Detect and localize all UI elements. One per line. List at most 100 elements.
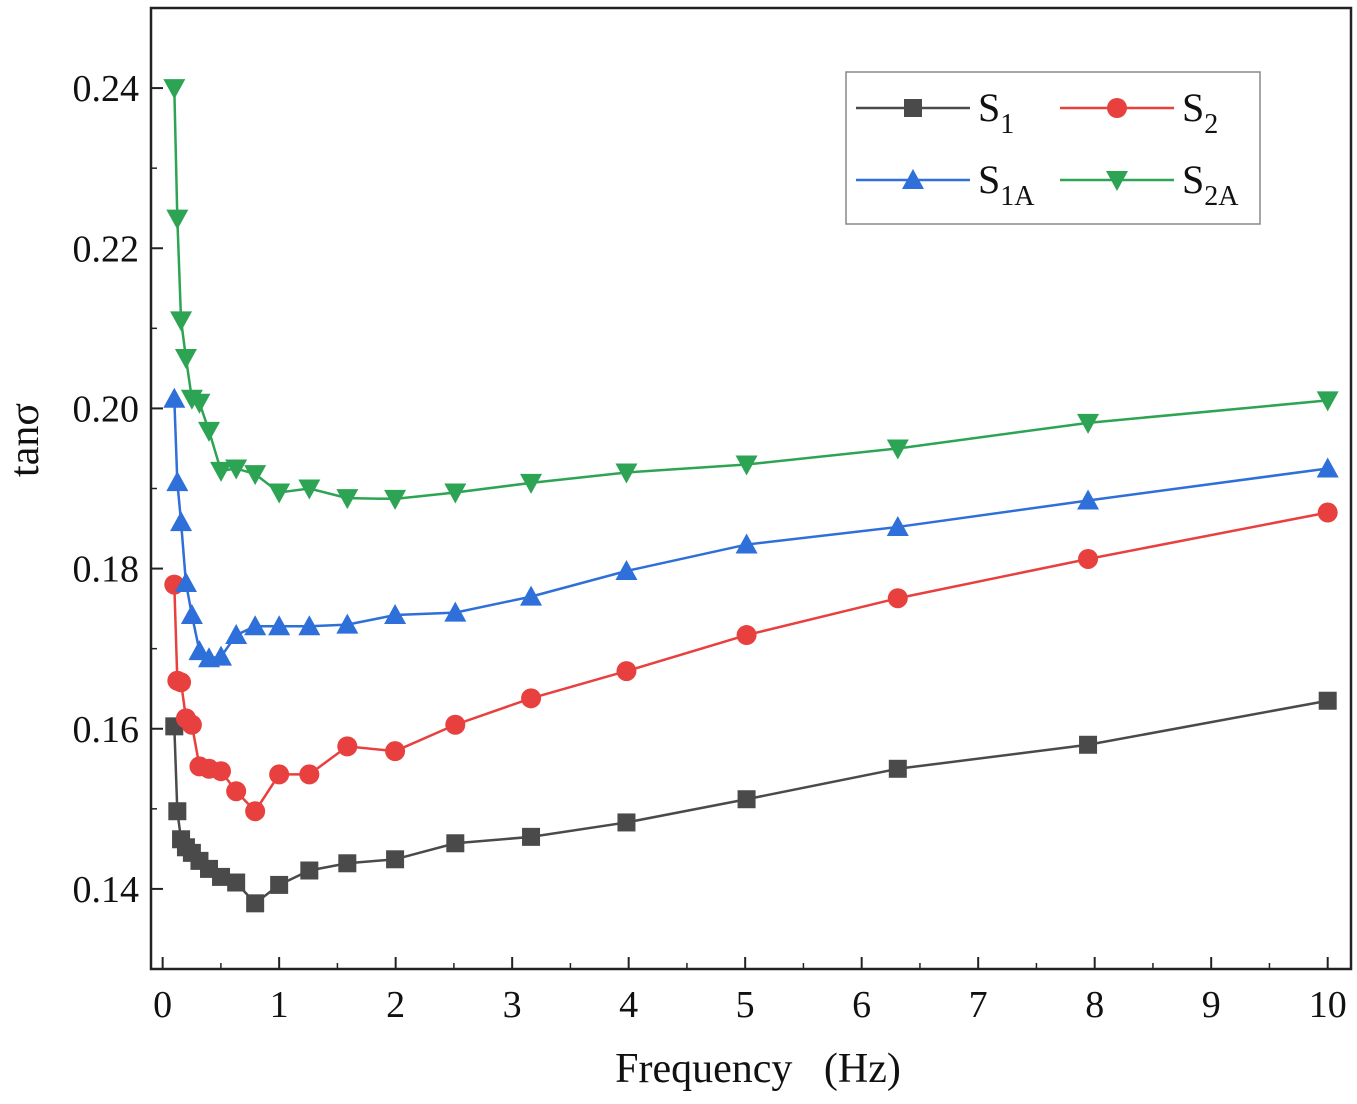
- legend-marker: [1106, 171, 1128, 191]
- y-tick-label: 0.18: [73, 549, 140, 591]
- x-axis: 0 1 2 3 4 5 6 7 8 9 10: [153, 957, 1347, 1026]
- y-axis-title: tanσ: [2, 403, 48, 477]
- series-line-s2: [173, 511, 1328, 814]
- data-point-s2a: [268, 483, 291, 504]
- data-point-s2a: [1077, 413, 1100, 434]
- legend-item-s2a: S2A: [1060, 157, 1239, 212]
- y-tick-label: 0.24: [73, 68, 140, 110]
- data-point-s1a: [384, 604, 407, 625]
- data-point-s2a: [174, 348, 197, 369]
- data-point-s1a: [180, 604, 203, 625]
- series-layer: [163, 79, 1339, 913]
- data-point-s1: [1079, 735, 1098, 754]
- data-point-s1a: [210, 645, 233, 666]
- data-point-s2: [1078, 548, 1099, 569]
- data-point-s1: [737, 790, 756, 809]
- data-point-s1a: [735, 533, 758, 554]
- data-point-s2a: [735, 455, 758, 476]
- data-point-s2: [245, 801, 266, 822]
- data-point-s1a: [886, 515, 909, 536]
- data-point-s1: [212, 867, 231, 886]
- data-point-s2a: [444, 483, 467, 504]
- data-point-s2: [226, 781, 247, 802]
- data-point-s1a: [268, 615, 291, 636]
- data-point-s2a: [166, 209, 189, 230]
- data-point-s2a: [210, 461, 233, 482]
- data-point-s2: [337, 736, 358, 757]
- data-point-s2a: [298, 479, 321, 500]
- data-point-s2a: [886, 439, 909, 460]
- data-point-s2: [736, 625, 757, 646]
- data-point-s1: [300, 861, 319, 880]
- legend-marker: [902, 169, 924, 189]
- data-point-s1: [246, 894, 265, 913]
- data-point-s1a: [336, 613, 359, 634]
- legend-label-main: S: [978, 85, 1000, 130]
- data-point-s1: [168, 802, 187, 821]
- data-point-s2a: [615, 463, 638, 484]
- data-point-s2: [181, 714, 202, 735]
- series-s1: [165, 691, 1337, 913]
- data-point-s2: [887, 588, 908, 609]
- data-point-s2: [269, 764, 290, 785]
- x-tick-label: 7: [969, 984, 988, 1026]
- x-tick-label: 3: [503, 984, 522, 1026]
- data-point-s1a: [163, 387, 186, 408]
- data-point-s2: [521, 688, 542, 709]
- data-point-s1a: [174, 571, 197, 592]
- y-tick-label: 0.22: [73, 228, 140, 270]
- data-point-s2a: [225, 459, 248, 480]
- data-point-s2: [171, 672, 192, 693]
- data-point-s2a: [198, 421, 221, 442]
- data-point-s1a: [170, 511, 193, 532]
- x-axis-title: Frequency (Hz): [615, 1046, 901, 1092]
- data-point-s1: [446, 834, 465, 853]
- data-point-s1a: [520, 585, 543, 606]
- y-axis: 0.14 0.16 0.18 0.20 0.22 0.24: [73, 7, 163, 970]
- data-point-s1a: [615, 559, 638, 580]
- data-point-s1a: [1077, 489, 1100, 510]
- legend-label: S1A: [978, 157, 1035, 212]
- data-point-s1a: [298, 615, 321, 636]
- legend-label: S2: [1182, 85, 1218, 140]
- data-point-s2a: [170, 311, 193, 332]
- data-point-s2: [1317, 502, 1338, 523]
- x-tick-label: 10: [1309, 984, 1347, 1026]
- data-point-s2: [445, 714, 466, 735]
- legend-label: S2A: [1182, 157, 1239, 212]
- data-point-s2: [211, 761, 232, 782]
- x-tick-label: 9: [1202, 984, 1221, 1026]
- data-point-s2a: [244, 465, 267, 486]
- legend-label-main: S: [1182, 157, 1204, 202]
- x-tick-label: 4: [619, 984, 638, 1026]
- legend-label-sub: 1: [1000, 109, 1014, 140]
- series-s2: [164, 502, 1338, 822]
- legend-box: [845, 71, 1261, 225]
- y-tick-label: 0.14: [73, 869, 140, 911]
- x-tick-label: 1: [270, 984, 289, 1026]
- legend-label-sub: 1A: [1000, 181, 1035, 212]
- data-point-s2a: [163, 79, 186, 100]
- x-tick-label: 0: [153, 984, 172, 1026]
- data-point-s1: [270, 875, 289, 894]
- data-point-s2: [616, 661, 637, 682]
- data-point-s2a: [188, 393, 211, 414]
- series-s2a: [163, 79, 1339, 510]
- x-tick-label: 8: [1085, 984, 1104, 1026]
- data-point-s1: [617, 813, 636, 832]
- x-tick-label: 2: [386, 984, 405, 1026]
- data-point-s2a: [336, 489, 359, 510]
- legend-item-s1a: S1A: [856, 157, 1035, 212]
- legend-label-sub: 2A: [1204, 181, 1239, 212]
- legend-label-main: S: [1182, 85, 1204, 130]
- x-tick-label: 6: [852, 984, 871, 1026]
- data-point-s1a: [444, 601, 467, 622]
- data-point-s1a: [166, 471, 189, 492]
- data-point-s1a: [1316, 457, 1339, 478]
- data-point-s1: [1318, 691, 1337, 710]
- legend-label-main: S: [978, 157, 1000, 202]
- legend-marker: [904, 99, 922, 117]
- data-point-s1: [888, 759, 907, 778]
